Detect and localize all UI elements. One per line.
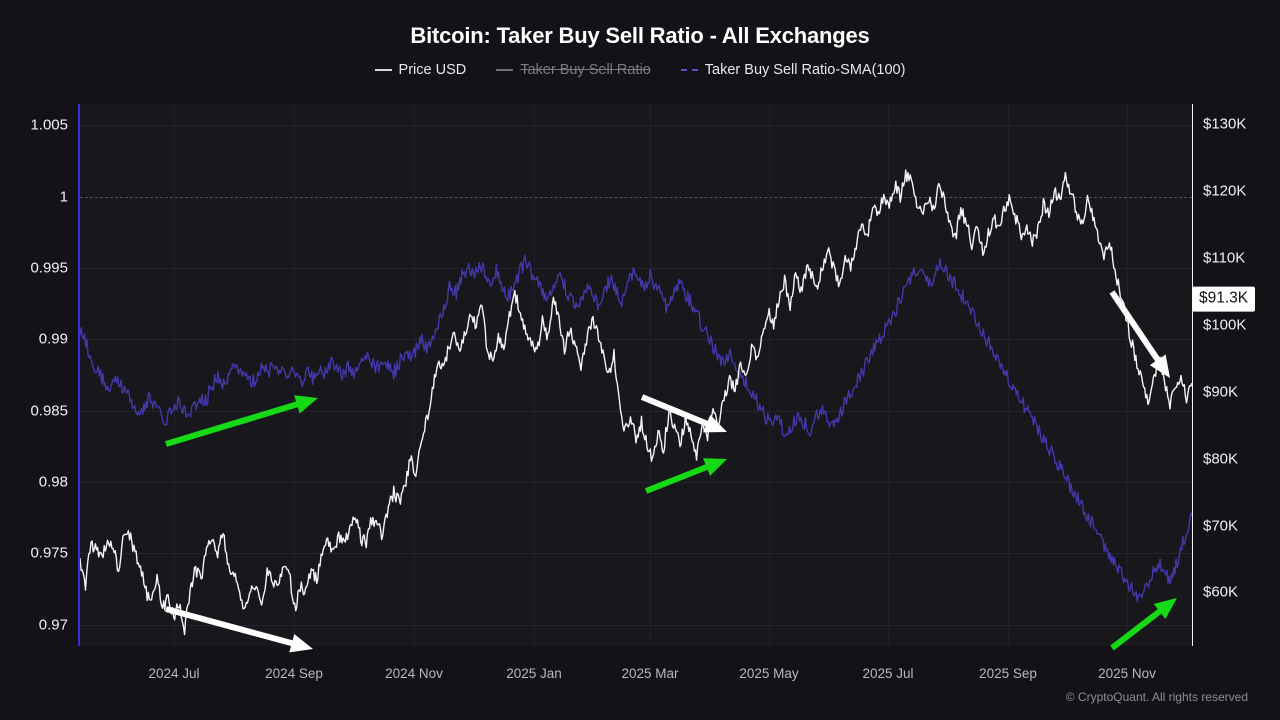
gridline-horizontal	[80, 481, 1192, 483]
series-line-price-usd	[80, 169, 1192, 636]
legend-item-price-usd[interactable]: Price USD	[374, 62, 467, 78]
y-axis-right-tick-label: $120K	[1203, 182, 1247, 200]
dashed-line-icon	[680, 69, 698, 71]
y-axis-left-tick-label: 0.985	[30, 402, 68, 420]
x-axis-tick-label: 2024 Jul	[148, 666, 200, 681]
gridline-horizontal	[80, 553, 1192, 555]
solid-line-icon	[496, 69, 514, 71]
legend-label-taker-buy-sell-ratio-sma: Taker Buy Sell Ratio-SMA(100)	[704, 62, 906, 78]
current-price-badge: $91.3K	[1192, 286, 1256, 312]
series-lines	[80, 169, 1192, 636]
gridline-horizontal	[80, 339, 1192, 341]
x-axis-tick-label: 2024 Nov	[385, 666, 443, 681]
y-axis-right-tick-label: $110K	[1203, 249, 1246, 267]
legend-item-taker-buy-sell-ratio[interactable]: Taker Buy Sell Ratio	[496, 62, 651, 78]
gridline-horizontal	[80, 624, 1192, 626]
gridline-horizontal	[80, 268, 1192, 270]
y-axis-right-tick-label: $90K	[1203, 383, 1239, 401]
x-axis-tick-label: 2025 Jan	[506, 666, 562, 681]
y-axis-right-tick-label: $60K	[1203, 583, 1239, 601]
gridline-vertical	[294, 104, 295, 646]
y-axis-right-tick-label: $80K	[1203, 450, 1239, 468]
series-line-taker-buy-sell-ratio-sma	[80, 254, 1192, 603]
y-axis-right-tick-label: $70K	[1203, 517, 1239, 535]
gridline-vertical	[650, 104, 651, 646]
x-axis-tick-label: 2025 May	[739, 666, 799, 681]
page-title: Bitcoin: Taker Buy Sell Ratio - All Exch…	[410, 23, 870, 48]
x-axis-tick-label: 2024 Sep	[265, 666, 323, 681]
legend-label-taker-buy-sell-ratio: Taker Buy Sell Ratio	[520, 62, 651, 78]
solid-line-icon	[374, 69, 392, 71]
gridline-vertical	[769, 104, 770, 646]
gridline-vertical	[888, 104, 889, 646]
y-axis-left-tick-label: 0.97	[38, 616, 68, 634]
y-axis-left-tick-label: 1.005	[30, 116, 68, 134]
gridline-vertical	[1008, 104, 1009, 646]
plot-area	[80, 104, 1192, 646]
gridline-horizontal	[80, 125, 1192, 127]
gridline-horizontal	[80, 410, 1192, 412]
y-axis-left-tick-label: 0.98	[38, 473, 68, 491]
chart-legend: Price USD Taker Buy Sell Ratio Taker Buy…	[0, 62, 1280, 78]
y-axis-left-tick-label: 0.995	[30, 259, 68, 277]
y-axis-right-tick-label: $100K	[1203, 316, 1247, 334]
x-axis-tick-label: 2025 Sep	[979, 666, 1037, 681]
gridline-vertical	[414, 104, 415, 646]
legend-item-taker-buy-sell-ratio-sma[interactable]: Taker Buy Sell Ratio-SMA(100)	[680, 62, 906, 78]
x-axis-tick-label: 2025 Mar	[621, 666, 679, 681]
copyright-footer: © CryptoQuant. All rights reserved	[1065, 690, 1248, 704]
y-axis-left-tick-label: 0.975	[30, 544, 68, 562]
y-axis-right-tick-label: $130K	[1203, 115, 1247, 133]
gridline-horizontal	[80, 196, 1192, 198]
gridline-vertical	[534, 104, 535, 646]
legend-label-price-usd: Price USD	[398, 62, 467, 78]
gridline-vertical	[174, 104, 175, 646]
y-axis-left-tick-label: 0.99	[38, 330, 68, 348]
x-axis-tick-label: 2025 Nov	[1098, 666, 1156, 681]
left-axis-line	[78, 104, 81, 646]
x-axis-tick-label: 2025 Jul	[862, 666, 914, 681]
y-axis-left-tick-label: 1	[59, 188, 68, 206]
gridline-vertical	[1127, 104, 1128, 646]
